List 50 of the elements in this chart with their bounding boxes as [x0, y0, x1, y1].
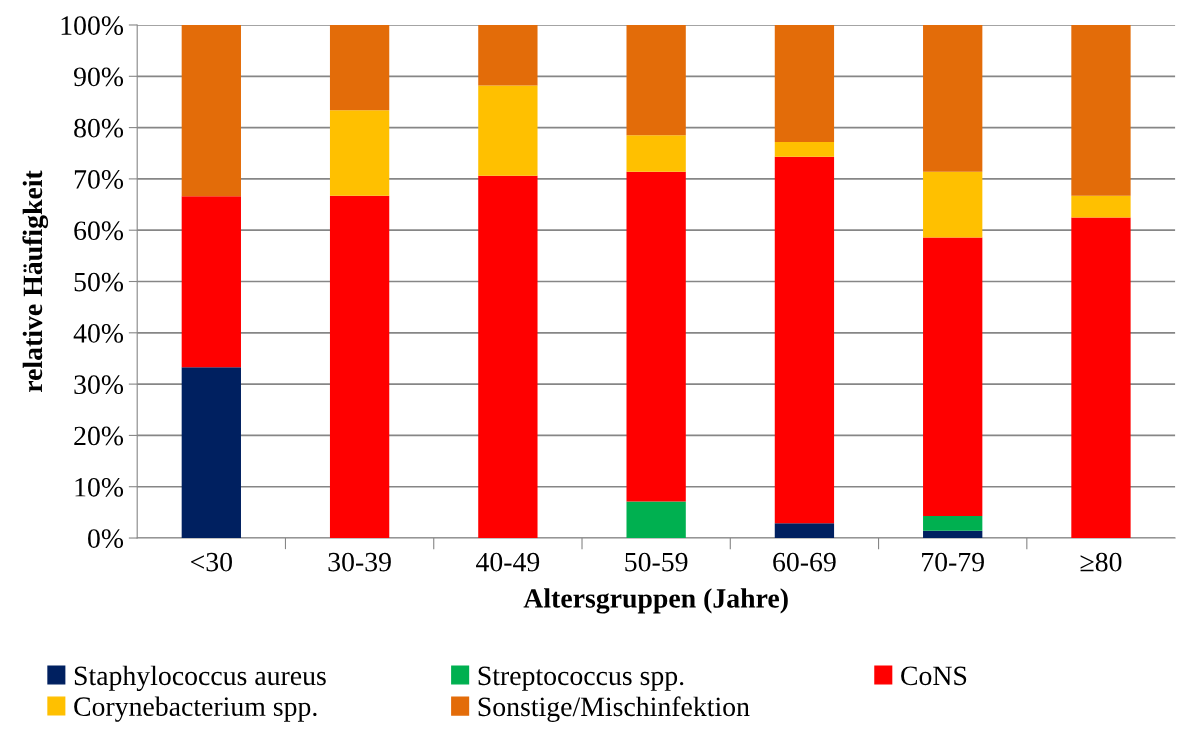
x-axis-title: Altersgruppen (Jahre)	[523, 588, 788, 614]
y-tick-label: 0%	[88, 529, 124, 549]
y-tick-label: 10%	[75, 477, 124, 497]
y-tick-label: 70%	[74, 170, 124, 189]
x-tick-label: 70-79	[922, 552, 984, 572]
bar	[181, 24, 241, 197]
bar	[774, 156, 835, 524]
bar	[1071, 217, 1131, 539]
y-tick-label: 90%	[73, 67, 124, 87]
x-tick-label: <30	[191, 552, 232, 572]
bar	[329, 24, 390, 111]
bar	[774, 141, 835, 157]
y-tick-label: 100%	[61, 16, 124, 35]
bar	[923, 237, 983, 516]
y-axis-title: relative Häufigkeit	[22, 170, 49, 392]
bar	[626, 24, 686, 136]
bar	[181, 196, 241, 368]
y-tick-label: 80%	[74, 118, 124, 138]
legend-label: Corynebacterium spp.	[74, 696, 317, 722]
bar	[181, 367, 241, 539]
x-tick-label: 50-59	[625, 552, 688, 572]
legend-label: CoNS	[901, 666, 967, 686]
y-tick-label: 50%	[74, 272, 124, 292]
bar	[626, 135, 686, 172]
bar	[1071, 195, 1131, 218]
bar	[923, 24, 983, 172]
bar	[923, 515, 983, 531]
bar	[774, 24, 835, 142]
bar	[923, 171, 983, 238]
x-tick-label: 40-49	[476, 552, 540, 572]
bar	[478, 85, 538, 176]
x-tick-label: ≥80	[1080, 552, 1122, 572]
bar	[626, 171, 686, 502]
bar	[478, 175, 538, 539]
legend-label: Staphylococcus aureus	[74, 665, 326, 691]
bar	[478, 24, 538, 86]
bar	[626, 501, 686, 539]
x-tick-label: 60-69	[773, 552, 836, 572]
bar	[923, 530, 983, 539]
legend-label: Sonstige/Mischinfektion	[478, 696, 750, 722]
legend-label: Streptococcus spp.	[478, 666, 684, 691]
bar	[329, 195, 390, 539]
y-tick-label: 20%	[74, 426, 124, 446]
y-tick-label: 40%	[73, 323, 124, 343]
bar	[1071, 24, 1131, 196]
y-tick-label: 60%	[74, 221, 124, 241]
y-tick-label: 30%	[74, 375, 124, 395]
x-tick-label: 30-39	[328, 552, 391, 572]
bar	[329, 110, 390, 196]
bar	[774, 523, 835, 539]
